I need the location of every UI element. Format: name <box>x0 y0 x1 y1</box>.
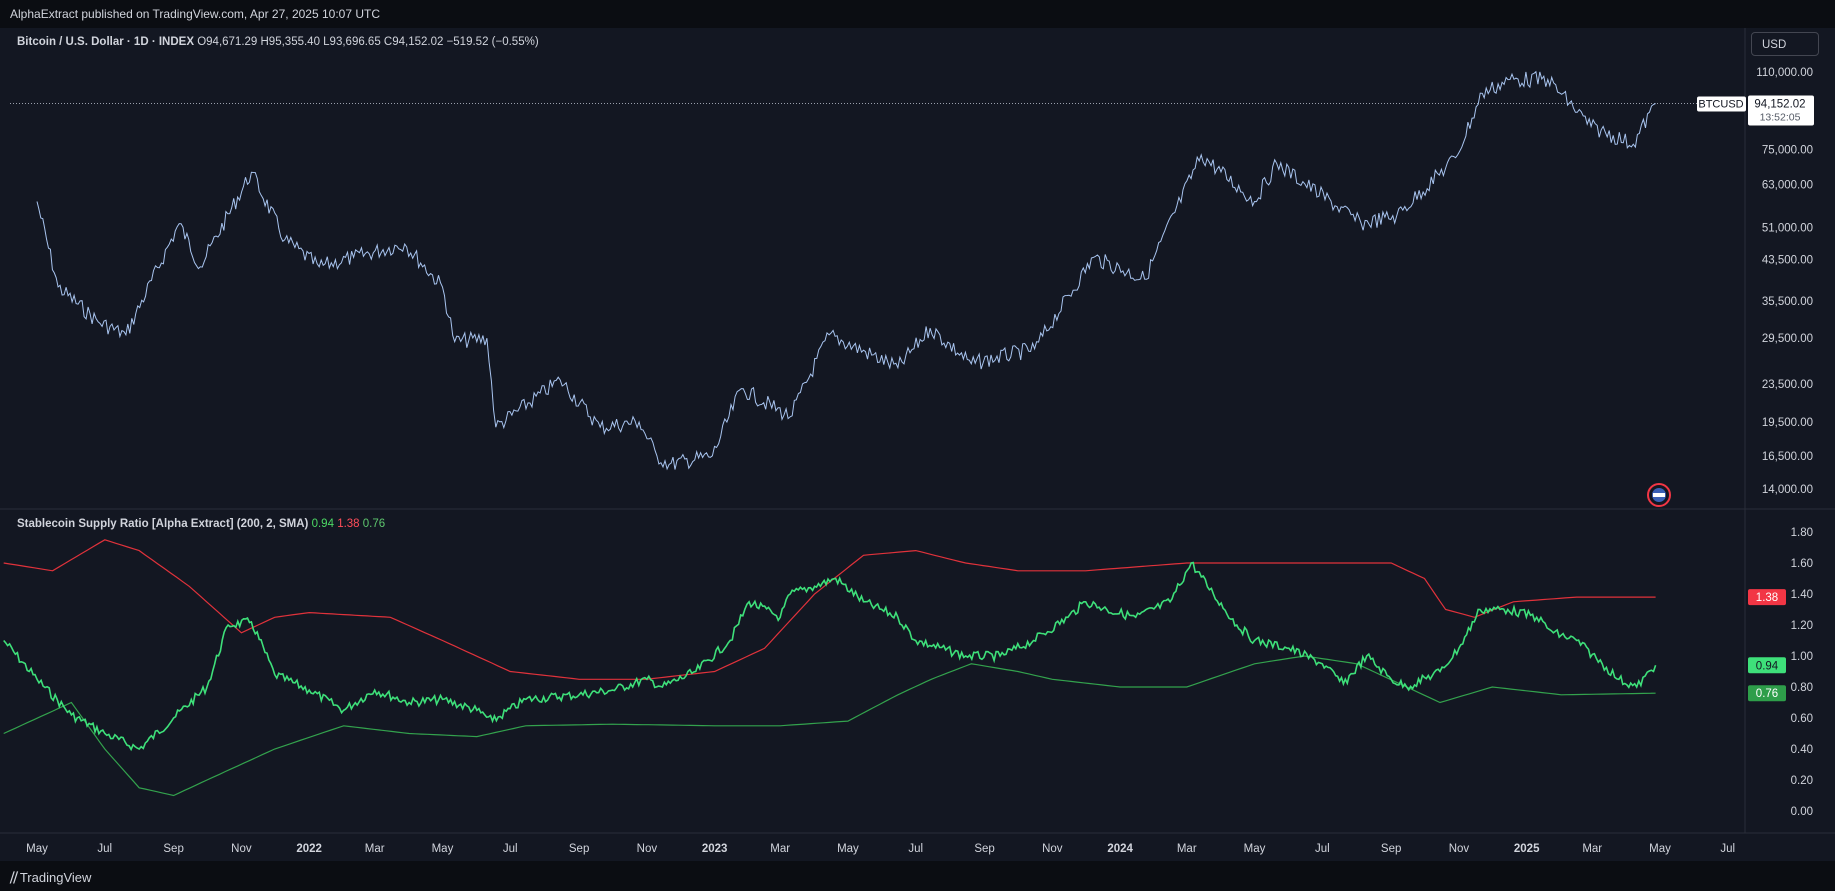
ssr-axis-tick: 0.20 <box>1791 775 1813 787</box>
time-axis-tick: May <box>1649 843 1671 855</box>
ratio-value-tag-bg <box>1748 657 1786 674</box>
time-axis-tick: Mar <box>770 843 790 855</box>
price-axis-tick: 110,000.00 <box>1756 67 1813 79</box>
time-axis-tick: Nov <box>637 843 658 855</box>
price-axis-tick: 23,500.00 <box>1762 379 1813 391</box>
ssr-axis-tick: 0.80 <box>1791 682 1813 694</box>
time-axis-tick: Sep <box>163 843 183 855</box>
price-axis-tick: 75,000.00 <box>1762 144 1813 156</box>
ssr-axis-tick: 1.20 <box>1791 620 1813 632</box>
tradingview-logo[interactable]: ⧸⧸ TradingView <box>10 870 91 886</box>
brand-name: TradingView <box>19 870 92 885</box>
price-tag-countdown: 13:52:05 <box>1760 111 1801 123</box>
btc-price-series[interactable] <box>36 70 1656 471</box>
publisher-bar: AlphaExtract published on TradingView.co… <box>0 0 1835 28</box>
footer: ⧸⧸ TradingView <box>0 861 1835 891</box>
price-axis-tick: 43,500.00 <box>1762 255 1813 267</box>
ssr-axis-tick: 1.80 <box>1791 527 1813 539</box>
time-axis-tick: 2022 <box>296 843 322 855</box>
ssr-upper-band[interactable] <box>3 539 1656 680</box>
tv-logo-icon: ⧸⧸ <box>10 870 18 885</box>
time-axis-tick: Nov <box>1042 843 1063 855</box>
indicator-name[interactable]: Stablecoin Supply Ratio [Alpha Extract] … <box>17 518 309 530</box>
price-axis-tick: 51,000.00 <box>1762 222 1813 234</box>
time-axis-tick: May <box>432 843 454 855</box>
time-axis-tick: Sep <box>974 843 994 855</box>
time-axis-tick: Jul <box>1720 843 1735 855</box>
symbol-label[interactable]: Bitcoin / U.S. Dollar · 1D · INDEX <box>17 36 194 48</box>
indicator-value-upper: 1.38 <box>337 518 360 530</box>
ssr-axis-tick: 1.60 <box>1791 558 1813 570</box>
upper-value-tag-bg <box>1748 589 1786 606</box>
price-axis-tick: 29,500.00 <box>1762 333 1813 345</box>
price-axis-tick: 16,500.00 <box>1762 451 1813 463</box>
ssr-axis-tick: 0.60 <box>1791 713 1813 725</box>
symbol-tag-bg <box>1697 96 1746 112</box>
time-axis-tick: Jul <box>97 843 112 855</box>
time-axis-tick: Mar <box>1177 843 1197 855</box>
currency-button[interactable]: USD <box>1751 32 1819 56</box>
chart-frame[interactable]: 110,000.00 75,000.00 63,000.00 51,000.00 43,… <box>0 28 1835 861</box>
time-axis-tick: 2024 <box>1107 843 1133 855</box>
time-axis-tick: Jul <box>503 843 518 855</box>
upper-value-tag: 1.38 <box>1756 592 1778 604</box>
time-axis-tick: May <box>1244 843 1266 855</box>
ssr-axis-tick: 1.40 <box>1791 589 1813 601</box>
price-axis-tick: 35,500.00 <box>1762 296 1813 308</box>
price-axis-tick: 19,500.00 <box>1762 417 1813 429</box>
ssr-ratio-series[interactable] <box>3 561 1657 752</box>
price-axis-tick: 14,000.00 <box>1762 484 1813 496</box>
published-text: AlphaExtract published on TradingView.co… <box>10 7 381 21</box>
time-axis-tick: May <box>26 843 48 855</box>
time-axis-tick: Mar <box>365 843 385 855</box>
time-axis-tick: 2025 <box>1514 843 1540 855</box>
price-tag-value: 94,152.02 <box>1754 98 1805 110</box>
ssr-axis-tick: 0.40 <box>1791 744 1813 756</box>
time-axis-tick: Mar <box>1582 843 1602 855</box>
ssr-axis-tick: 1.00 <box>1791 651 1813 663</box>
us-flag-icon-stripe <box>1653 493 1665 497</box>
lower-value-tag: 0.76 <box>1756 688 1778 700</box>
time-axis-tick: 2023 <box>702 843 728 855</box>
indicator-value-ratio: 0.94 <box>311 518 334 530</box>
lower-value-tag-bg <box>1748 685 1786 702</box>
time-axis-tick: Nov <box>231 843 252 855</box>
price-legend: Bitcoin / U.S. Dollar · 1D · INDEX O94,6… <box>17 36 539 48</box>
chart-svg[interactable]: 110,000.00 75,000.00 63,000.00 51,000.00 43,… <box>0 28 1835 861</box>
indicator-legend: Stablecoin Supply Ratio [Alpha Extract] … <box>17 518 385 530</box>
ssr-lower-band[interactable] <box>3 655 1656 797</box>
price-tag-bg <box>1748 95 1814 126</box>
time-axis-tick: Sep <box>569 843 589 855</box>
symbol-tag-label: BTCUSD <box>1698 98 1743 110</box>
time-axis-tick: Nov <box>1449 843 1470 855</box>
indicator-value-lower: 0.76 <box>362 518 386 530</box>
time-axis-tick: Sep <box>1381 843 1401 855</box>
time-axis-tick: Jul <box>1315 843 1330 855</box>
time-axis-tick: May <box>837 843 859 855</box>
price-axis-tick: 63,000.00 <box>1762 180 1813 192</box>
ohlc-values: O94,671.29 H95,355.40 L93,696.65 C94,152… <box>197 36 539 48</box>
time-axis-tick: Jul <box>908 843 923 855</box>
us-flag-icon[interactable] <box>1647 483 1671 507</box>
ratio-value-tag: 0.94 <box>1756 660 1779 672</box>
ssr-axis-tick: 0.00 <box>1791 806 1813 818</box>
